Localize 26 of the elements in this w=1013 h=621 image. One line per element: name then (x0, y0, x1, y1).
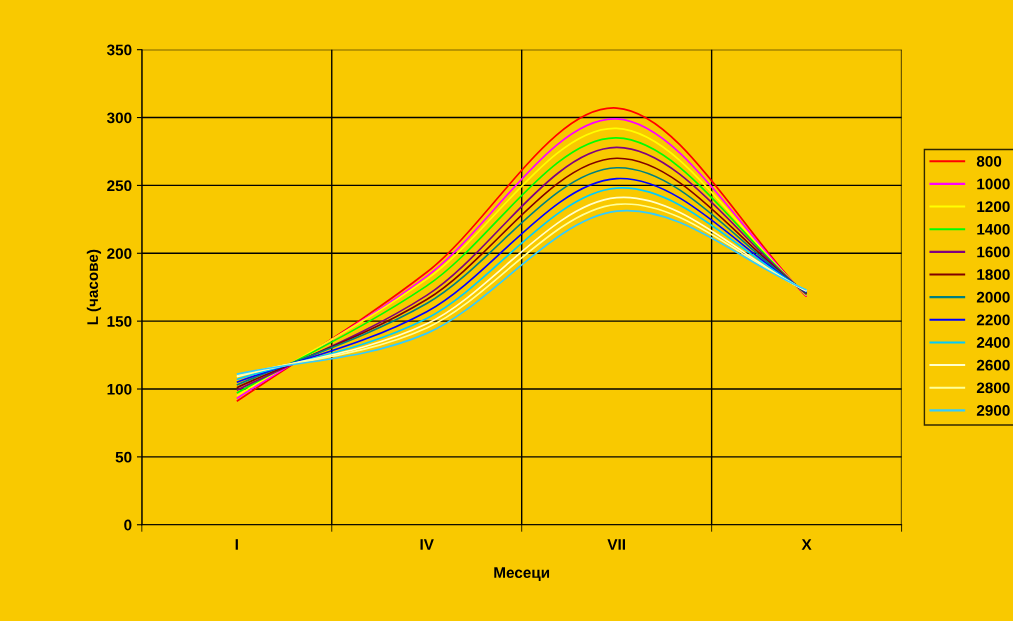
legend-label: 1600 (977, 246, 1010, 258)
y-tick-label: 0 (124, 519, 132, 531)
y-tick-label: 50 (115, 451, 132, 463)
y-tick-label: 150 (107, 316, 132, 327)
legend-label: 2200 (976, 314, 1010, 326)
y-tick-label: 250 (107, 180, 132, 192)
x-tick-label: IV (420, 539, 434, 550)
legend-label: 800 (976, 155, 1002, 167)
legend-label: 2400 (976, 337, 1010, 348)
y-tick-label: 350 (106, 44, 132, 56)
legend-label: 2900 (976, 405, 1010, 416)
legend-label: 2600 (976, 359, 1010, 371)
x-tick-label: I (235, 539, 238, 550)
legend-label: 1000 (977, 178, 1010, 190)
y-tick-label: 300 (106, 112, 132, 124)
legend-label: 1200 (977, 201, 1010, 213)
x-tick-label: VII (607, 539, 625, 550)
x-tick-label: X (801, 539, 812, 550)
legend-label: 1400 (977, 223, 1010, 235)
legend-label: 1800 (977, 269, 1010, 280)
legend-label: 2800 (976, 382, 1010, 394)
y-tick-label: 200 (107, 248, 132, 259)
legend-label: 2000 (976, 291, 1010, 303)
y-axis-title: L (часове) (86, 249, 102, 325)
y-tick-label: 100 (107, 383, 132, 395)
x-axis-title: Месеци (494, 567, 550, 581)
